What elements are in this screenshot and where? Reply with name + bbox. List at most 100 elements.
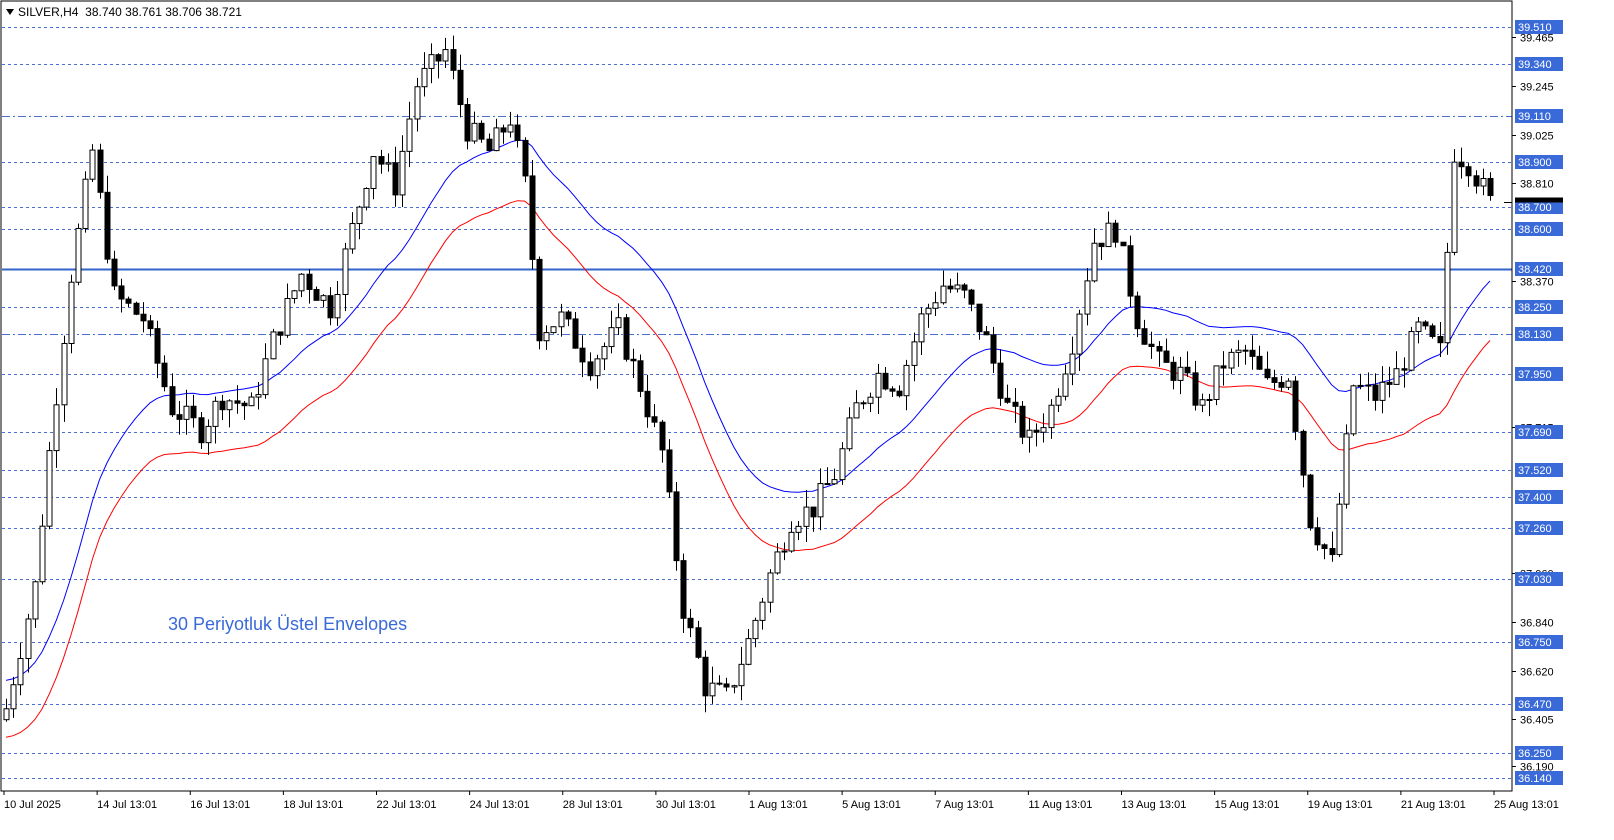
candle xyxy=(399,135,406,208)
candle-body xyxy=(738,663,745,687)
candle xyxy=(1429,323,1436,339)
candle xyxy=(1098,242,1105,260)
candle-body xyxy=(104,191,111,260)
x-tick-label: 21 Aug 13:01 xyxy=(1401,799,1466,811)
candle-body xyxy=(1242,349,1249,352)
candle xyxy=(536,256,543,350)
candle-body xyxy=(1120,241,1127,247)
candle xyxy=(983,325,990,336)
candle-body xyxy=(82,178,89,229)
candle-body xyxy=(1141,328,1148,345)
candle xyxy=(608,310,615,354)
candle xyxy=(306,268,313,304)
candle xyxy=(226,399,233,428)
candle xyxy=(1357,373,1364,390)
candle-body xyxy=(767,572,774,603)
candle xyxy=(169,373,176,418)
candle-body xyxy=(1105,222,1112,248)
candle-body xyxy=(205,425,212,444)
candle-body xyxy=(255,394,262,398)
candle-body xyxy=(298,273,305,292)
level-label: 38.600 xyxy=(1518,224,1552,236)
candle-body xyxy=(702,656,709,697)
candle xyxy=(68,274,75,354)
candle xyxy=(1084,267,1091,326)
candle xyxy=(875,363,882,415)
candle xyxy=(327,287,334,326)
candle xyxy=(1170,356,1177,390)
candle-body xyxy=(615,317,622,329)
candle-body xyxy=(1422,321,1429,327)
candle xyxy=(1314,517,1321,551)
level-label-box xyxy=(1515,771,1563,785)
candle xyxy=(882,367,889,391)
candle-body xyxy=(97,149,104,193)
candle-body xyxy=(1228,351,1235,369)
candle-body xyxy=(414,86,421,120)
candle xyxy=(1242,344,1249,365)
candle-body xyxy=(1048,404,1055,429)
level-label: 39.510 xyxy=(1518,22,1552,34)
candle-body xyxy=(932,302,939,309)
candle xyxy=(709,666,716,704)
candle xyxy=(752,617,759,648)
candle xyxy=(17,642,24,696)
candle xyxy=(918,307,925,356)
candle-body xyxy=(1134,295,1141,330)
candle xyxy=(104,175,111,264)
level-label-box xyxy=(1515,697,1563,711)
candle xyxy=(723,677,730,692)
candle-body xyxy=(882,372,889,390)
candle xyxy=(687,608,694,638)
candle-body xyxy=(781,550,788,553)
candle xyxy=(478,120,485,143)
y-tick-label: 38.370 xyxy=(1520,277,1554,289)
candle xyxy=(954,272,961,293)
candle xyxy=(767,569,774,613)
level-label-box xyxy=(1515,463,1563,477)
y-tick-label: 39.025 xyxy=(1520,131,1554,143)
candle-body xyxy=(457,69,464,106)
candle xyxy=(486,133,493,152)
candle xyxy=(1249,335,1256,370)
candle xyxy=(1213,365,1220,406)
candle-body xyxy=(983,331,990,336)
candle-body xyxy=(803,506,810,527)
candle-body xyxy=(867,396,874,404)
candle xyxy=(1473,170,1480,194)
candle xyxy=(125,296,132,308)
candle xyxy=(1379,366,1386,414)
candle xyxy=(644,374,651,428)
candle-body xyxy=(1401,368,1408,371)
candle-body xyxy=(421,67,428,88)
candle xyxy=(543,325,550,350)
candle-body xyxy=(270,331,277,360)
level-label: 36.140 xyxy=(1518,773,1552,785)
candle xyxy=(190,394,197,428)
candle xyxy=(695,620,702,659)
candle-body xyxy=(644,390,651,418)
candle-body xyxy=(860,402,867,405)
candle-body xyxy=(759,601,766,621)
candle xyxy=(212,396,219,444)
candle-body xyxy=(1170,361,1177,381)
candle xyxy=(860,400,867,410)
candle xyxy=(1019,400,1026,445)
candle xyxy=(817,468,824,531)
candle-body xyxy=(875,372,882,398)
candle-body xyxy=(1062,373,1069,397)
candle-body xyxy=(911,341,918,366)
candle xyxy=(1336,492,1343,558)
x-tick-label: 15 Aug 13:01 xyxy=(1215,799,1280,811)
candle-body xyxy=(1408,331,1415,371)
candle-body xyxy=(190,405,197,419)
candle xyxy=(3,698,10,722)
candle-body xyxy=(133,302,140,315)
candle xyxy=(1321,543,1328,560)
candle xyxy=(133,301,140,316)
candle xyxy=(198,411,205,450)
collapse-triangle-icon[interactable] xyxy=(6,8,14,15)
candle xyxy=(1292,376,1299,441)
candle-body xyxy=(1004,397,1011,403)
candle xyxy=(53,388,60,468)
